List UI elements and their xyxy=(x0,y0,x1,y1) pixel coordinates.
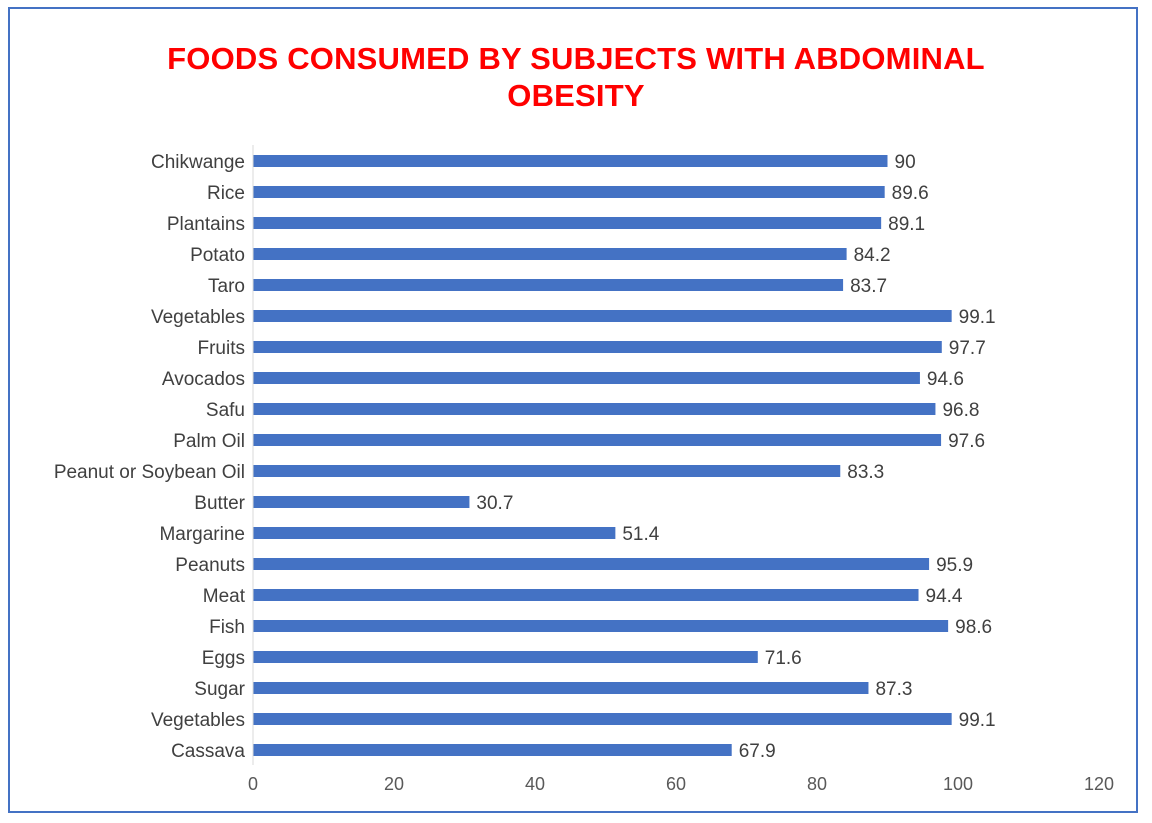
bar-2 xyxy=(253,217,882,229)
category-label-16: Eggs xyxy=(202,648,245,669)
category-label-15: Fish xyxy=(209,617,245,638)
category-label-9: Palm Oil xyxy=(173,431,245,452)
x-tick-label-1: 20 xyxy=(384,774,404,794)
bar-0 xyxy=(253,155,888,167)
chart-title-line-1: FOODS CONSUMED BY SUBJECTS WITH ABDOMINA… xyxy=(167,41,985,76)
bar-15 xyxy=(253,620,949,632)
x-tick-label-5: 100 xyxy=(943,774,973,794)
value-label-15: 98.6 xyxy=(955,617,992,638)
value-label-3: 84.2 xyxy=(854,245,891,266)
value-label-0: 90 xyxy=(895,152,916,173)
x-tick-label-0: 0 xyxy=(248,774,258,794)
value-label-12: 51.4 xyxy=(622,524,659,545)
bar-8 xyxy=(253,403,936,415)
bar-14 xyxy=(253,589,919,601)
x-tick-label-4: 80 xyxy=(807,774,827,794)
bar-3 xyxy=(253,248,847,260)
category-label-1: Rice xyxy=(207,183,245,204)
bar-19 xyxy=(253,744,732,756)
value-label-1: 89.6 xyxy=(892,183,929,204)
x-tick-label-2: 40 xyxy=(525,774,545,794)
bar-6 xyxy=(253,341,942,353)
value-label-14: 94.4 xyxy=(926,586,963,607)
bar-10 xyxy=(253,465,841,477)
value-label-4: 83.7 xyxy=(850,276,887,297)
value-label-2: 89.1 xyxy=(888,214,925,235)
value-label-6: 97.7 xyxy=(949,338,986,359)
value-label-19: 67.9 xyxy=(739,741,776,762)
category-label-4: Taro xyxy=(208,276,245,297)
value-label-17: 87.3 xyxy=(875,679,912,700)
category-label-11: Butter xyxy=(194,493,245,514)
x-tick-label-6: 120 xyxy=(1084,774,1114,794)
x-tick-label-3: 60 xyxy=(666,774,686,794)
category-label-10: Peanut or Soybean Oil xyxy=(54,462,245,483)
value-label-7: 94.6 xyxy=(927,369,964,390)
category-label-7: Avocados xyxy=(162,369,245,390)
category-label-2: Plantains xyxy=(167,214,245,235)
bar-13 xyxy=(253,558,930,570)
category-label-17: Sugar xyxy=(194,679,245,700)
bar-16 xyxy=(253,651,758,663)
category-label-5: Vegetables xyxy=(151,307,245,328)
value-label-11: 30.7 xyxy=(476,493,513,514)
value-label-9: 97.6 xyxy=(948,431,985,452)
category-label-12: Margarine xyxy=(159,524,245,545)
category-label-3: Potato xyxy=(190,245,245,266)
chart-title-line-2: OBESITY xyxy=(507,78,645,113)
category-label-14: Meat xyxy=(203,586,246,607)
bars-layer xyxy=(253,155,952,756)
category-label-6: Fruits xyxy=(198,338,246,359)
bar-1 xyxy=(253,186,885,198)
category-label-18: Vegetables xyxy=(151,710,245,731)
labels-layer: Chikwange 90 Rice 89.6 Plantains 89.1 Potato 84… xyxy=(54,152,996,762)
bar-4 xyxy=(253,279,844,291)
bar-9 xyxy=(253,434,942,446)
value-label-5: 99.1 xyxy=(959,307,996,328)
category-label-0: Chikwange xyxy=(151,152,245,173)
bar-11 xyxy=(253,496,470,508)
category-label-19: Cassava xyxy=(171,741,245,762)
axis-layer: 0 20 40 60 80 100 120 xyxy=(248,145,1114,794)
value-label-16: 71.6 xyxy=(765,648,802,669)
bar-7 xyxy=(253,372,920,384)
chart-title: FOODS CONSUMED BY SUBJECTS WITH ABDOMINA… xyxy=(0,40,1152,114)
value-label-13: 95.9 xyxy=(936,555,973,576)
bar-18 xyxy=(253,713,952,725)
category-label-8: Safu xyxy=(206,400,245,421)
bar-17 xyxy=(253,682,869,694)
bar-5 xyxy=(253,310,952,322)
value-label-8: 96.8 xyxy=(942,400,979,421)
value-label-18: 99.1 xyxy=(959,710,996,731)
bar-12 xyxy=(253,527,616,539)
category-label-13: Peanuts xyxy=(175,555,245,576)
value-label-10: 83.3 xyxy=(847,462,884,483)
